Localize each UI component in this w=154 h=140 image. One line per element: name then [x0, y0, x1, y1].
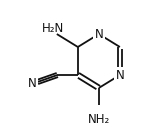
- Text: N: N: [28, 77, 37, 90]
- Text: NH₂: NH₂: [88, 113, 110, 126]
- Text: N: N: [95, 28, 103, 41]
- Text: N: N: [116, 68, 124, 81]
- Text: H₂N: H₂N: [42, 22, 64, 35]
